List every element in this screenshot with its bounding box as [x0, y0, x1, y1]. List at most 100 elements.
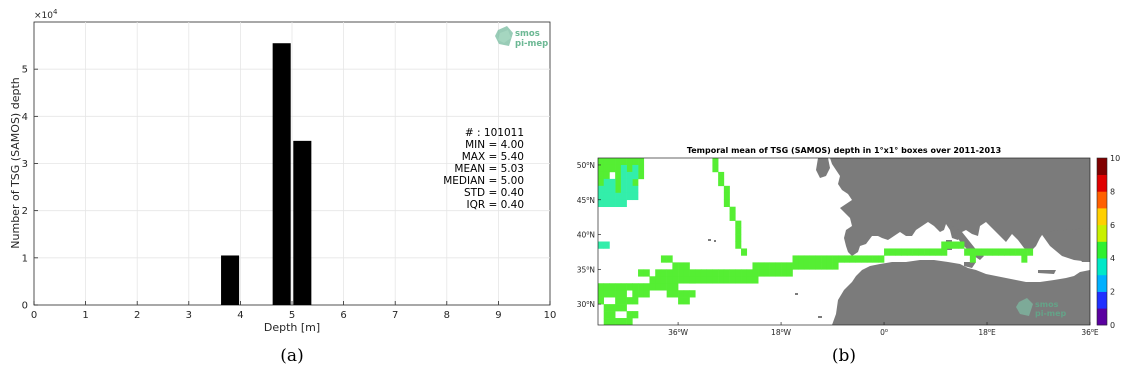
lat-tick-label: 45oN — [577, 196, 595, 205]
degree-sign: o — [1091, 328, 1094, 334]
grid-cell — [746, 276, 753, 284]
colorbar-segment — [1097, 191, 1107, 209]
grid-cell — [615, 164, 622, 173]
grid-cell — [781, 262, 788, 270]
grid-cell — [598, 199, 605, 208]
grid-cell — [700, 269, 707, 277]
grid-cell — [700, 276, 707, 284]
grid-cell — [666, 283, 673, 291]
hemisphere: W — [784, 328, 792, 337]
grid-cell — [729, 269, 736, 277]
y-tick-labels-a: 0 1 2 3 4 5 — [22, 65, 28, 312]
colorbar-segment — [1097, 208, 1107, 226]
grid-cell — [603, 318, 610, 325]
grid-cell — [706, 269, 713, 277]
lon-tick-label: 36oW — [668, 328, 689, 337]
x-tick-label: 4 — [237, 310, 243, 321]
grid-cell — [615, 297, 622, 305]
grid-cell — [609, 199, 616, 208]
grid-cell — [632, 178, 639, 187]
grid-cell — [987, 248, 994, 256]
watermark-b-line2: pi-mep — [1035, 309, 1067, 318]
grid-cell — [712, 158, 719, 166]
grid-cell — [992, 248, 999, 256]
grid-cell — [718, 276, 725, 284]
grid-cell — [620, 171, 627, 180]
grid-cell — [615, 185, 622, 194]
hemisphere: N — [589, 196, 595, 205]
grid-cell — [769, 262, 776, 270]
hemisphere: E — [1094, 328, 1099, 337]
grid-cell — [638, 158, 645, 159]
watermark-b: smos pi-mep — [1016, 298, 1067, 318]
grid-cell — [655, 283, 662, 291]
grid-cell — [689, 276, 696, 284]
british-isles — [816, 158, 830, 178]
degree-sign: o — [781, 328, 784, 334]
bar — [293, 140, 312, 305]
grid-cell — [924, 248, 931, 256]
grid-cell — [683, 290, 690, 298]
grid-cell — [781, 269, 788, 277]
hemisphere: N — [589, 300, 595, 309]
y-tick-label: 1 — [22, 253, 28, 264]
y-exponent-label: ×104 — [34, 8, 58, 21]
longitude-tick-labels: 36oW 18oW 0o 18oE 36oE — [668, 322, 1099, 337]
grid-cell — [946, 241, 953, 249]
grid-cell — [638, 269, 645, 277]
grid-cell — [878, 255, 885, 263]
colorbar-frame — [1096, 157, 1108, 326]
grid-cell — [598, 290, 605, 298]
grid-cell — [832, 255, 839, 263]
grid-cell — [712, 164, 719, 173]
grid-cell — [626, 178, 633, 187]
stat-line: MEDIAN = 5.00 — [443, 175, 524, 187]
grid-cell — [620, 297, 627, 305]
grid-cell — [952, 241, 959, 249]
grid-cell — [723, 276, 730, 284]
grid-cell — [598, 158, 605, 159]
grid-cell — [609, 192, 616, 201]
grid-cell — [620, 199, 627, 208]
grid-cell — [632, 192, 639, 201]
x-tick-label: 9 — [495, 310, 501, 321]
bar — [221, 255, 240, 305]
grid-cell — [678, 297, 685, 305]
x-tick-label: 10 — [544, 310, 557, 321]
grid-cell — [643, 269, 650, 277]
grid-cell — [632, 311, 639, 319]
grid-cell — [741, 276, 748, 284]
hemisphere: W — [681, 328, 689, 337]
grid-cell — [655, 269, 662, 277]
watermark-b-line1: smos — [1035, 300, 1059, 309]
panel-a-histogram: 0 1 2 3 4 5 6 7 8 9 10 0 1 2 3 4 5 ×104 Depth [m] Numbe… — [9, 8, 556, 366]
grid-cell — [609, 311, 616, 319]
grid-cell — [672, 276, 679, 284]
grid-cell — [626, 185, 633, 194]
grid-cell — [598, 185, 605, 194]
grid-cell — [718, 178, 725, 187]
y-tick-label: 4 — [22, 112, 28, 123]
lon-tick-label: 18oW — [771, 328, 792, 337]
grid-cell — [598, 178, 605, 187]
grid-cell — [598, 241, 605, 249]
grid-cell — [844, 255, 851, 263]
grid-cell — [626, 318, 633, 325]
grid-cell — [826, 255, 833, 263]
lat-tick-label: 35oN — [577, 265, 595, 274]
grid-cell — [775, 269, 782, 277]
colorbar: 0 2 4 6 8 10 — [1096, 154, 1120, 330]
grid-cell — [832, 262, 839, 270]
grid-cell — [598, 283, 605, 291]
grid-cell — [598, 192, 605, 201]
grid-cell — [632, 171, 639, 180]
grid-cell — [609, 304, 616, 312]
grid-cell — [603, 158, 610, 159]
grid-cell — [609, 185, 616, 194]
grid-cell — [998, 248, 1005, 256]
grid-cell — [666, 255, 673, 263]
x-tick-label: 1 — [82, 310, 88, 321]
grid-cell — [935, 248, 942, 256]
x-axis-label-a: Depth [m] — [264, 321, 320, 334]
y-tick-label: 5 — [22, 65, 28, 76]
